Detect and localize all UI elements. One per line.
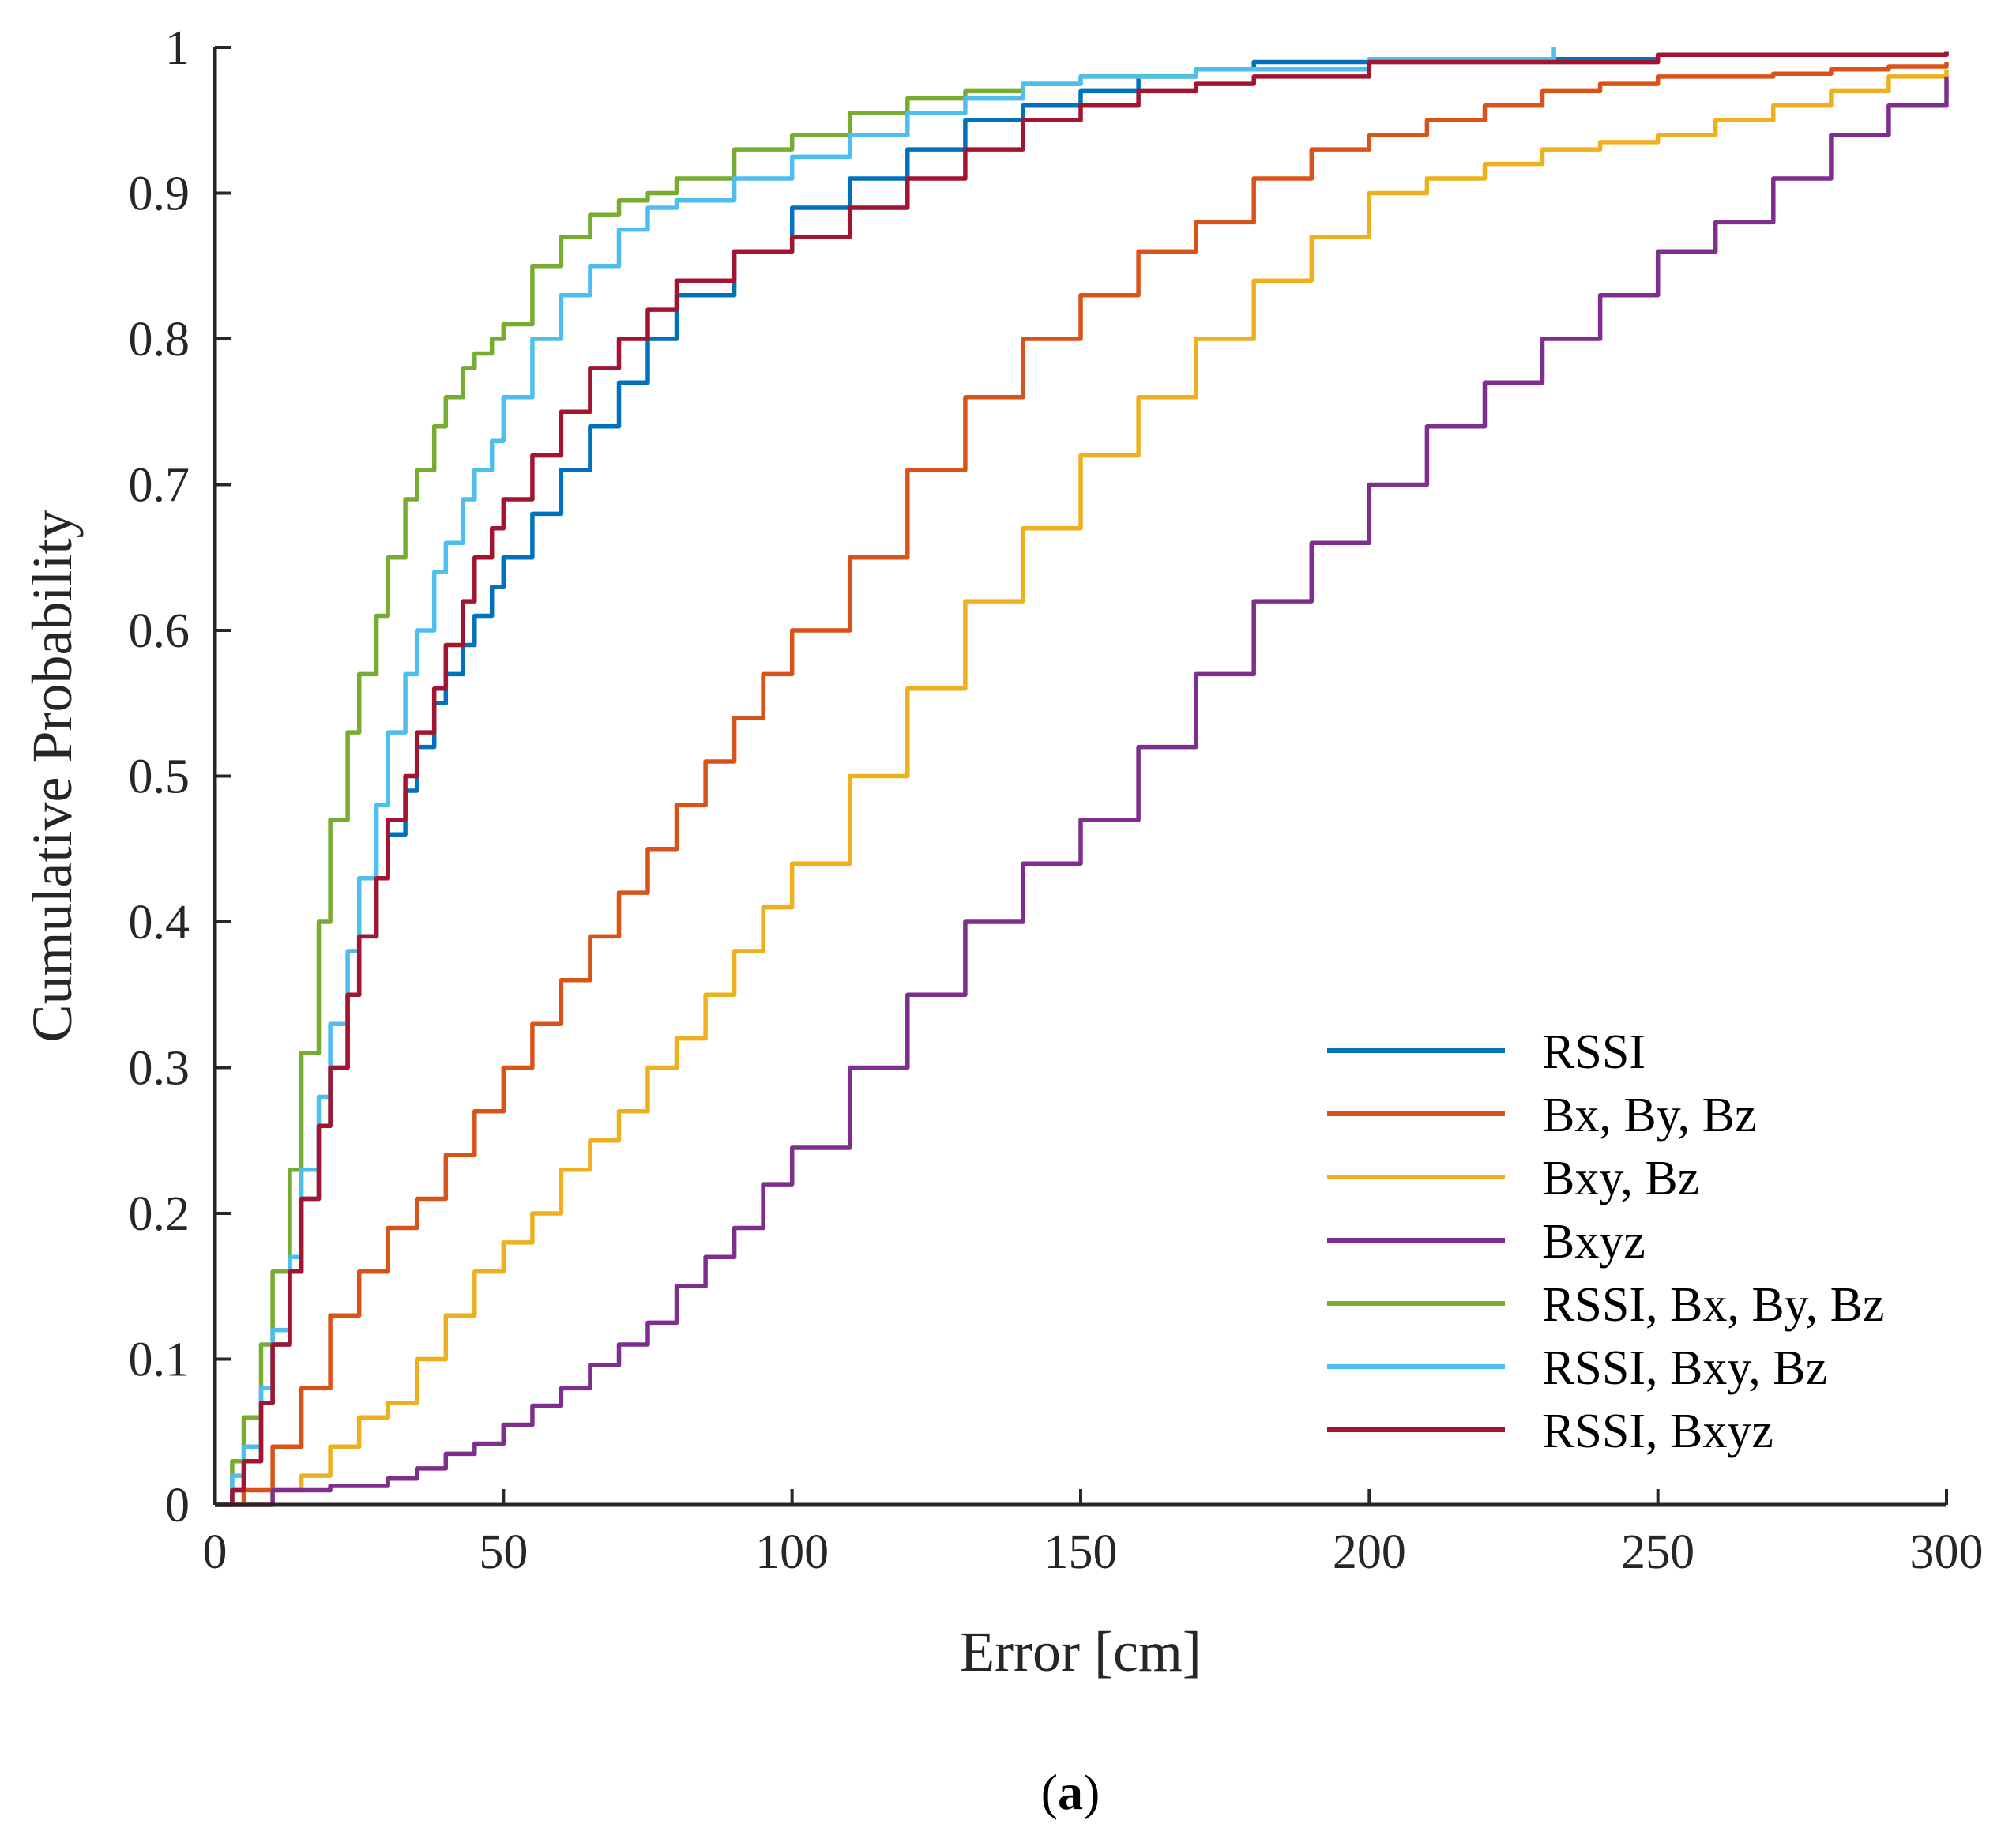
x-axis-title: Error [cm] — [960, 1620, 1202, 1683]
y-axis-title: Cumulative Probability — [21, 510, 84, 1043]
y-tick-label: 0.8 — [129, 313, 190, 367]
legend: RSSI Bx, By, Bz Bxy, Bz Bxyz RSSI, Bx, By, B… — [1327, 1025, 1885, 1458]
x-tick-label: 50 — [479, 1525, 528, 1579]
x-tick-label: 200 — [1333, 1525, 1406, 1579]
legend-label-bxy-bz: Bxy, Bz — [1542, 1152, 1699, 1205]
series-layer — [215, 47, 1949, 1507]
x-tick-label: 250 — [1621, 1525, 1694, 1579]
caption-close-paren: ) — [1083, 1764, 1100, 1820]
x-tick-label: 0 — [203, 1525, 228, 1579]
x-tick-label: 100 — [755, 1525, 829, 1579]
figure-caption: (a) — [1041, 1764, 1100, 1820]
series-line-bxy-bz — [215, 69, 1949, 1507]
y-tick-label: 0.9 — [129, 167, 190, 221]
y-tick-label: 0.5 — [129, 750, 190, 804]
caption-letter: a — [1058, 1764, 1083, 1820]
y-tick-label: 0 — [165, 1479, 190, 1532]
y-tick-label: 0.4 — [129, 896, 190, 950]
y-tick-label: 0.2 — [129, 1187, 190, 1241]
series-line-rssi-bxyz — [215, 51, 1949, 1507]
x-tick-label: 150 — [1044, 1525, 1118, 1579]
x-tick-label: 300 — [1910, 1525, 1984, 1579]
series-line-bxyz — [215, 76, 1949, 1507]
y-tick-label: 0.7 — [129, 459, 190, 513]
legend-label-bxyz: Bxyz — [1542, 1215, 1646, 1269]
series-line-rssi-bx-by-bz — [215, 51, 1949, 1507]
series-line-rssi-bxy-bz — [215, 47, 1556, 1507]
legend-label-bx-by-bz: Bx, By, Bz — [1542, 1089, 1757, 1142]
ticks-layer: 0 50 100 150 200 250 300 0 0.1 0.2 0.3 0.4 0.5 0.6 0.7… — [129, 21, 1984, 1579]
y-tick-label: 0.3 — [129, 1042, 190, 1096]
y-tick-label: 0.1 — [129, 1333, 190, 1387]
caption-open-paren: ( — [1041, 1764, 1058, 1820]
series-line-bx-by-bz — [215, 62, 1949, 1507]
legend-label-rssi-bxyz: RSSI, Bxyz — [1542, 1405, 1773, 1458]
y-tick-label: 1 — [165, 21, 190, 75]
legend-label-rssi-bx-by-bz: RSSI, Bx, By, Bz — [1542, 1278, 1885, 1332]
legend-label-rssi-bxy-bz: RSSI, Bxy, Bz — [1542, 1341, 1827, 1395]
y-tick-label: 0.6 — [129, 604, 190, 658]
legend-label-rssi: RSSI — [1542, 1025, 1646, 1079]
